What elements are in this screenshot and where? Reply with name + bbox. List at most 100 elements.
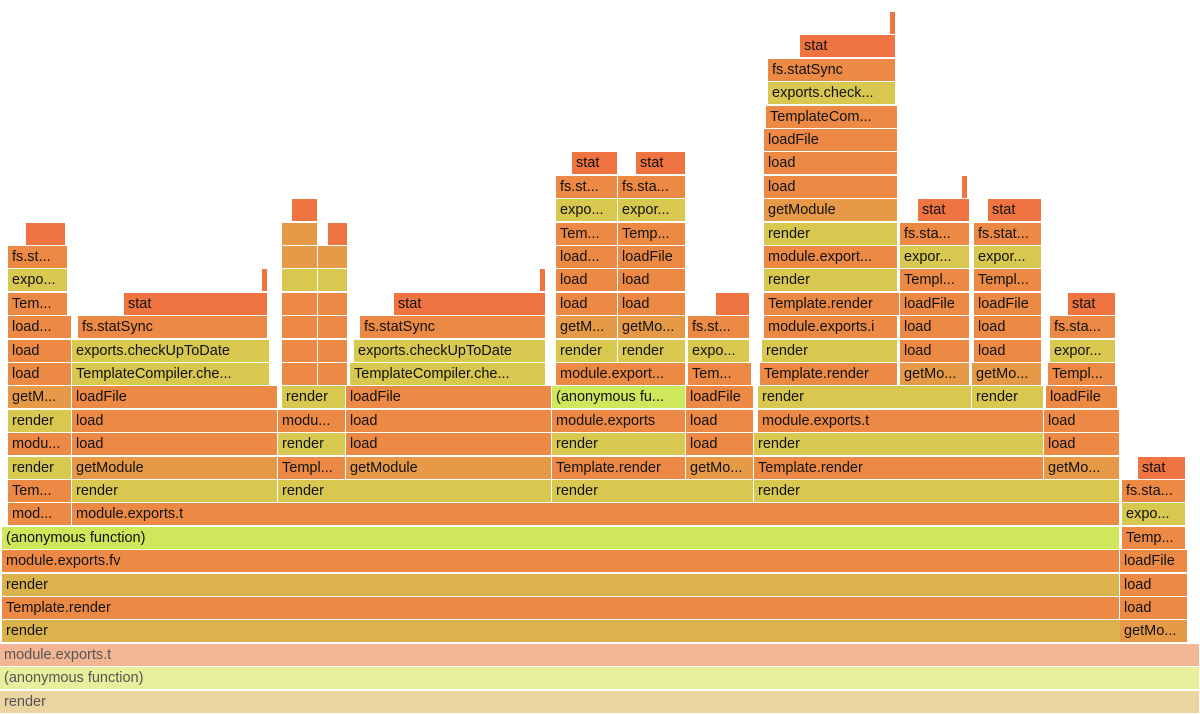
flame-frame[interactable]: modu...: [8, 433, 72, 457]
flame-frame[interactable]: render: [8, 409, 72, 433]
flame-frame[interactable]: load: [764, 152, 898, 176]
flame-frame[interactable]: getMo...: [972, 363, 1042, 386]
flame-frame[interactable]: TemplateCom...: [766, 105, 898, 129]
flame-frame[interactable]: Templ...: [900, 269, 970, 293]
flame-frame[interactable]: getModule: [72, 456, 278, 480]
flame-frame[interactable]: [328, 222, 348, 246]
flame-frame[interactable]: [318, 292, 348, 316]
flame-frame[interactable]: load: [1044, 409, 1120, 433]
flame-frame[interactable]: [282, 246, 318, 269]
flame-frame[interactable]: [318, 246, 348, 269]
flame-frame[interactable]: [540, 269, 546, 293]
flame-frame[interactable]: module.exports.t: [72, 503, 1120, 527]
flame-frame[interactable]: load: [72, 409, 278, 433]
flame-frame[interactable]: render: [754, 433, 1044, 457]
flame-frame[interactable]: Tem...: [688, 363, 752, 386]
flame-frame[interactable]: getM...: [8, 386, 72, 410]
flame-frame[interactable]: module.exports: [552, 409, 686, 433]
flame-frame[interactable]: render: [764, 269, 898, 293]
flame-frame[interactable]: [282, 269, 318, 293]
flame-frame[interactable]: load...: [556, 246, 618, 269]
flame-frame[interactable]: fs.sta...: [618, 175, 686, 199]
flame-frame[interactable]: load: [974, 316, 1042, 340]
flame-frame[interactable]: Tem...: [556, 222, 618, 246]
flame-frame[interactable]: fs.sta...: [1122, 480, 1186, 503]
flame-frame[interactable]: render: [762, 339, 898, 363]
flame-frame[interactable]: load: [556, 269, 618, 293]
flame-frame[interactable]: load: [618, 269, 686, 293]
flame-frame[interactable]: fs.statSync: [768, 58, 896, 82]
flame-frame[interactable]: stat: [918, 199, 970, 223]
flame-frame[interactable]: module.exports.t: [758, 409, 1044, 433]
flame-frame[interactable]: TemplateCompiler.che...: [350, 363, 546, 386]
flame-frame[interactable]: [262, 269, 268, 293]
flame-frame[interactable]: stat: [800, 35, 896, 59]
flame-frame[interactable]: render: [758, 386, 972, 410]
flame-frame[interactable]: getMo...: [1120, 620, 1188, 644]
flame-frame[interactable]: [26, 222, 66, 246]
flame-frame[interactable]: [962, 175, 968, 199]
flame-frame[interactable]: render: [2, 573, 1120, 597]
flame-frame[interactable]: getMo...: [1044, 456, 1120, 480]
flame-frame[interactable]: module.export...: [556, 363, 686, 386]
flame-frame[interactable]: loadFile: [618, 246, 686, 269]
flame-frame[interactable]: [716, 292, 750, 316]
flame-frame[interactable]: fs.sta...: [900, 222, 970, 246]
flame-frame[interactable]: loadFile: [346, 386, 552, 410]
flame-frame[interactable]: render: [972, 386, 1044, 410]
flame-frame[interactable]: load: [618, 292, 686, 316]
flame-frame[interactable]: stat: [394, 292, 546, 316]
flame-frame[interactable]: modu...: [278, 409, 346, 433]
flame-frame[interactable]: expor...: [1050, 339, 1116, 363]
flame-frame[interactable]: load: [900, 339, 970, 363]
flame-frame[interactable]: [282, 363, 318, 386]
flame-frame[interactable]: Template.render: [2, 597, 1120, 620]
flame-frame[interactable]: load: [8, 339, 72, 363]
flame-frame[interactable]: (anonymous function): [0, 667, 1200, 691]
flame-frame[interactable]: Templ...: [1048, 363, 1116, 386]
flame-frame[interactable]: loadFile: [72, 386, 278, 410]
flame-frame[interactable]: stat: [572, 152, 618, 176]
flame-frame[interactable]: (anonymous function): [2, 526, 1120, 550]
flame-frame[interactable]: expor...: [974, 246, 1042, 269]
flame-frame[interactable]: [318, 363, 348, 386]
flame-frame[interactable]: fs.st...: [8, 246, 68, 269]
flame-frame[interactable]: render: [278, 433, 346, 457]
flame-frame[interactable]: render: [754, 480, 1120, 503]
flame-frame[interactable]: fs.st...: [688, 316, 750, 340]
flame-frame[interactable]: TemplateCompiler.che...: [72, 363, 270, 386]
flame-frame[interactable]: expor...: [618, 199, 686, 223]
flame-frame[interactable]: fs.statSync: [78, 316, 268, 340]
flame-frame[interactable]: Tem...: [8, 292, 68, 316]
flame-frame[interactable]: loadFile: [974, 292, 1042, 316]
flame-frame[interactable]: load: [346, 409, 552, 433]
flame-frame[interactable]: Template.render: [754, 456, 1044, 480]
flame-frame[interactable]: Tem...: [8, 480, 72, 503]
flame-frame[interactable]: (anonymous fu...: [552, 386, 686, 410]
flame-frame[interactable]: Temp...: [1122, 526, 1186, 550]
flame-frame[interactable]: Template.render: [764, 292, 900, 316]
flame-frame[interactable]: expo...: [556, 199, 618, 223]
flame-frame[interactable]: getMo...: [618, 316, 686, 340]
flame-frame[interactable]: expo...: [8, 269, 68, 293]
flame-frame[interactable]: load: [686, 409, 754, 433]
flame-frame[interactable]: fs.st...: [556, 175, 618, 199]
flame-frame[interactable]: expo...: [688, 339, 750, 363]
flame-frame[interactable]: render: [2, 620, 1188, 644]
flame-frame[interactable]: getModule: [346, 456, 552, 480]
flame-frame[interactable]: render: [278, 480, 552, 503]
flame-frame[interactable]: fs.sta...: [1050, 316, 1116, 340]
flame-frame[interactable]: load: [1120, 597, 1188, 620]
flame-frame[interactable]: Template.render: [760, 363, 898, 386]
flame-frame[interactable]: getMo...: [686, 456, 754, 480]
flame-frame[interactable]: expor...: [900, 246, 970, 269]
flame-frame[interactable]: module.exports.t: [0, 643, 1200, 667]
flame-frame[interactable]: stat: [124, 292, 268, 316]
flame-frame[interactable]: load: [900, 316, 970, 340]
flame-frame[interactable]: loadFile: [686, 386, 754, 410]
flame-frame[interactable]: load: [1120, 573, 1188, 597]
flame-frame[interactable]: render: [282, 386, 346, 410]
flame-frame[interactable]: fs.statSync: [360, 316, 546, 340]
flame-frame[interactable]: load: [686, 433, 754, 457]
flame-frame[interactable]: stat: [1068, 292, 1116, 316]
